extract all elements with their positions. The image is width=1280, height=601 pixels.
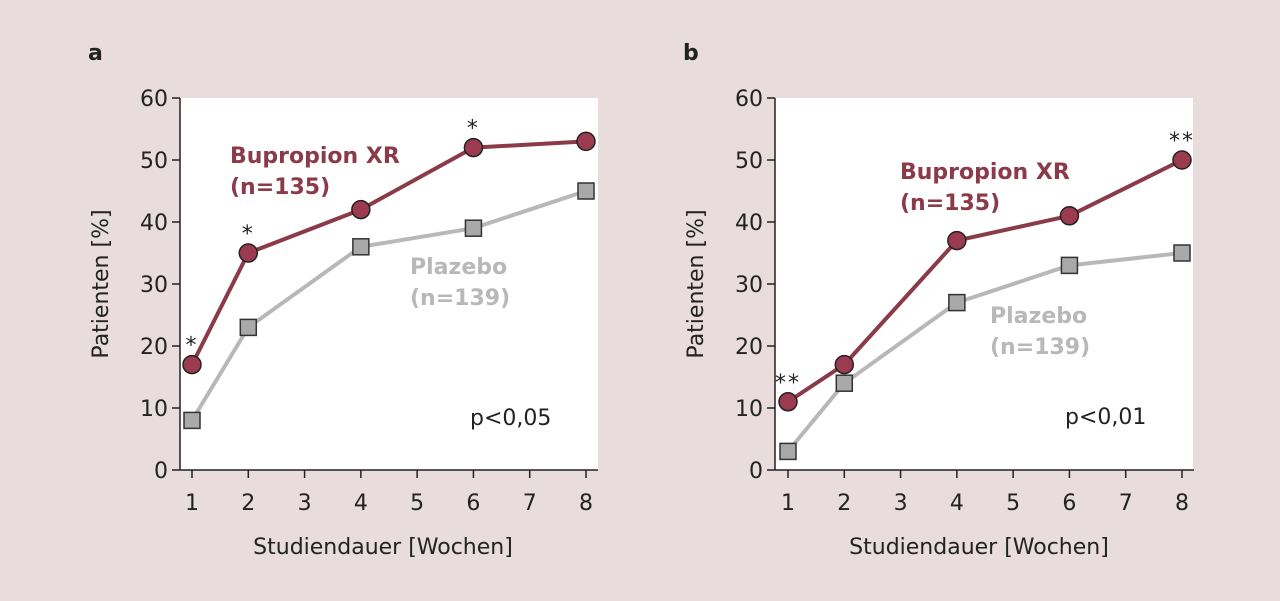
p-value-a: p<0,05 xyxy=(470,406,551,431)
panel-a: a 0 10 20 30 40 50 60 1 2 3 4 5 6 7 8 Studiendauer [W… xyxy=(88,41,598,560)
x-tick-label: 6 xyxy=(1062,491,1076,516)
x-tick-label: 8 xyxy=(1175,491,1189,516)
data-point-bupropion xyxy=(463,137,484,158)
x-tick-label: 7 xyxy=(1119,491,1133,516)
data-point-placebo xyxy=(948,293,966,312)
x-tick-label: 5 xyxy=(410,491,424,516)
x-axis-b: 1 2 3 4 5 6 7 8 xyxy=(775,469,1194,516)
data-point-placebo xyxy=(577,182,595,200)
x-tick-label: 3 xyxy=(298,491,312,516)
legend-bupropion-n-a: (n=135) xyxy=(230,175,330,200)
y-tick-label: 20 xyxy=(735,335,763,360)
data-point-bupropion xyxy=(947,230,967,251)
significance-marker: * xyxy=(467,117,480,142)
y-tick-label: 0 xyxy=(154,459,168,484)
x-tick-label: 5 xyxy=(1006,491,1020,516)
x-tick-label: 4 xyxy=(950,491,964,516)
y-tick-label: 10 xyxy=(140,397,168,422)
y-tick-label: 50 xyxy=(735,149,763,174)
y-tick-label: 50 xyxy=(140,149,168,174)
y-tick-label: 60 xyxy=(140,87,168,112)
data-point-bupropion xyxy=(238,243,259,263)
x-tick-label: 1 xyxy=(781,491,795,516)
y-tick-label: 20 xyxy=(140,335,168,360)
data-point-bupropion xyxy=(182,354,202,375)
data-point-bupropion xyxy=(351,199,371,220)
plot-area-a xyxy=(180,98,598,470)
data-point-placebo xyxy=(464,219,483,237)
panel-letter-a: a xyxy=(88,41,103,66)
x-axis-label-b: Studiendauer [Wochen] xyxy=(849,535,1109,560)
data-point-placebo xyxy=(183,411,201,430)
plot-area-b xyxy=(775,98,1193,470)
x-axis-a: 1 2 3 4 5 6 7 8 xyxy=(180,469,598,516)
data-point-placebo xyxy=(1060,256,1079,275)
data-point-placebo xyxy=(352,238,370,256)
x-axis-label-a: Studiendauer [Wochen] xyxy=(253,535,513,560)
x-tick-label: 3 xyxy=(894,491,908,516)
data-point-placebo xyxy=(1173,244,1191,262)
y-tick-label: 60 xyxy=(735,87,763,112)
x-tick-label: 6 xyxy=(466,491,480,516)
legend-bupropion-name-a: Bupropion XR xyxy=(230,144,400,169)
y-axis-b: 0 10 20 30 40 50 60 xyxy=(735,87,776,484)
data-point-placebo xyxy=(239,318,258,337)
legend-placebo-n-b: (n=139) xyxy=(990,335,1090,360)
legend-placebo-name-a: Plazebo xyxy=(410,255,507,280)
significance-marker: * xyxy=(242,222,255,247)
y-tick-label: 40 xyxy=(140,211,168,236)
x-tick-label: 2 xyxy=(241,491,255,516)
y-tick-label: 30 xyxy=(140,273,168,298)
x-tick-label: 4 xyxy=(354,491,368,516)
data-point-bupropion xyxy=(1059,206,1080,226)
y-tick-label: 30 xyxy=(735,273,763,298)
legend-bupropion-n-b: (n=135) xyxy=(900,191,1000,216)
significance-marker: ** xyxy=(1169,129,1195,154)
x-tick-label: 7 xyxy=(523,491,537,516)
y-tick-label: 10 xyxy=(735,397,763,422)
data-point-placebo xyxy=(779,442,797,461)
x-tick-label: 2 xyxy=(837,491,851,516)
legend-bupropion-name-b: Bupropion XR xyxy=(900,160,1070,185)
x-tick-label: 1 xyxy=(185,491,199,516)
panel-b: b 0 10 20 30 40 50 60 1 2 3 4 5 6 7 8 Studiendauer [W… xyxy=(683,41,1195,560)
data-point-bupropion xyxy=(1172,150,1192,170)
y-axis-a: 0 10 20 30 40 50 60 xyxy=(140,87,181,484)
data-point-bupropion xyxy=(834,354,855,375)
data-point-bupropion xyxy=(576,131,596,152)
data-point-placebo xyxy=(835,374,854,392)
series-group-b: ** ** xyxy=(775,129,1195,461)
y-axis-label-b: Patienten [%] xyxy=(684,209,709,358)
significance-marker: * xyxy=(186,334,199,359)
x-tick-label: 8 xyxy=(579,491,593,516)
series-group-a: * * * xyxy=(182,117,596,430)
p-value-b: p<0,01 xyxy=(1065,405,1146,430)
y-tick-label: 0 xyxy=(749,459,763,484)
legend-placebo-n-a: (n=139) xyxy=(410,286,510,311)
panel-letter-b: b xyxy=(683,41,699,66)
y-tick-label: 40 xyxy=(735,211,763,236)
significance-marker: ** xyxy=(775,371,801,396)
data-point-bupropion xyxy=(778,392,798,412)
legend-placebo-name-b: Plazebo xyxy=(990,304,1087,329)
y-axis-label-a: Patienten [%] xyxy=(89,209,114,358)
